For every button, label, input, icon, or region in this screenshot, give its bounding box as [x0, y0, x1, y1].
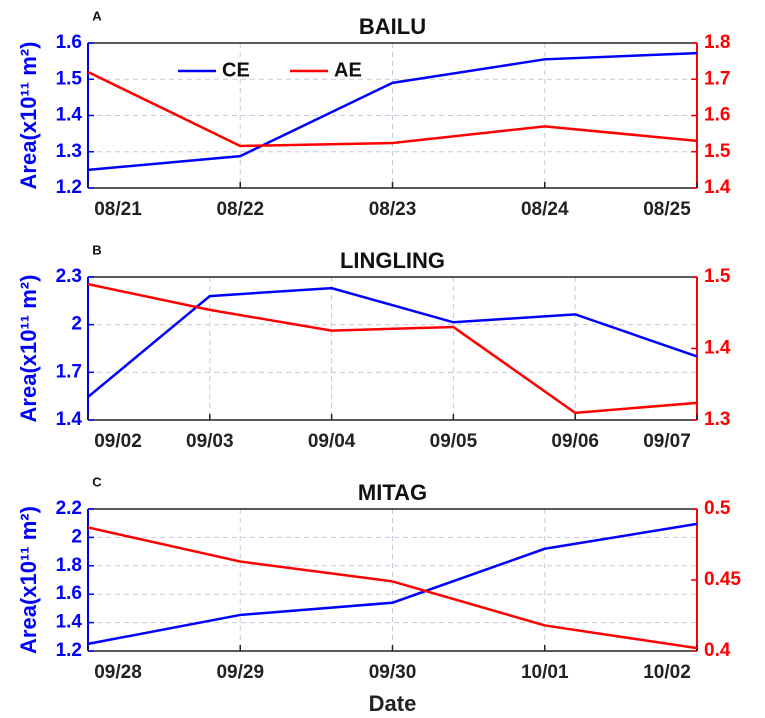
- y-tick-label: 2.3: [56, 266, 82, 287]
- chart-title: BAILU: [359, 14, 426, 39]
- line-series: [87, 70, 698, 148]
- y-tick-label: 1.3: [56, 141, 82, 162]
- y-tick-label: 1.2: [56, 177, 82, 198]
- panel-label: A: [92, 8, 102, 23]
- x-tick-label: 09/02: [94, 431, 142, 452]
- x-tick-label: 09/29: [216, 662, 264, 683]
- panel: 1.4 1.7 2 2.3 1.3 1.4 1.5 09/02 09/03 09/04 09/05 0…: [16, 242, 731, 452]
- x-tick-label: 08/24: [521, 199, 569, 220]
- line-series: [87, 522, 698, 646]
- y2-tick-label: 1.5: [704, 266, 731, 287]
- line-series: [87, 286, 698, 398]
- y-axis-label: Area(x10¹¹ m²): [16, 275, 41, 423]
- y2-tick-label: 0.45: [704, 569, 741, 590]
- y-tick-label: 1.4: [56, 105, 83, 126]
- x-tick-label: 09/30: [369, 662, 417, 683]
- line-series: [87, 51, 698, 172]
- y-tick-label: 1.4: [56, 612, 83, 633]
- y2-tick-label: 1.4: [704, 177, 731, 198]
- x-tick-label: 08/22: [216, 199, 264, 220]
- x-tick-label: 08/21: [94, 199, 142, 220]
- x-tick-label: 09/07: [643, 431, 691, 452]
- y2-tick-label: 1.8: [704, 32, 730, 53]
- y-tick-label: 1.6: [56, 583, 82, 604]
- x-tick-label: 10/02: [643, 662, 691, 683]
- y2-tick-label: 1.6: [704, 105, 730, 126]
- x-tick-label: 10/01: [521, 662, 569, 683]
- x-tick-label: 09/05: [430, 431, 478, 452]
- line-series: [87, 526, 698, 650]
- chart-title: LINGLING: [340, 248, 445, 273]
- x-tick-label: 09/04: [308, 431, 356, 452]
- y-tick-label: 1.2: [56, 640, 82, 661]
- x-tick-label: 08/23: [369, 199, 417, 220]
- panel: 1.2 1.4 1.6 1.8 2 2.2 0.4 0.45 0.5 09/28 09/29 09/3…: [16, 474, 742, 715]
- y-tick-label: 1.6: [56, 32, 82, 53]
- y-tick-label: 2: [71, 314, 82, 335]
- y2-tick-label: 1.3: [704, 409, 730, 430]
- x-tick-label: 08/25: [643, 199, 691, 220]
- panel-label: B: [92, 242, 101, 257]
- x-axis-label: Date: [369, 691, 417, 716]
- y2-tick-label: 0.4: [704, 640, 731, 661]
- y-axis-label: Area(x10¹¹ m²): [16, 506, 41, 654]
- legend-label: CE: [222, 59, 250, 81]
- line-series: [87, 282, 698, 415]
- y2-tick-label: 1.7: [704, 68, 730, 89]
- y2-tick-label: 0.5: [704, 498, 731, 519]
- y-tick-label: 1.4: [56, 409, 83, 430]
- y-tick-label: 1.7: [56, 361, 82, 382]
- y2-tick-label: 1.4: [704, 338, 731, 359]
- x-tick-label: 09/06: [551, 431, 599, 452]
- chart-title: MITAG: [358, 480, 427, 505]
- y-tick-label: 2.2: [56, 498, 82, 519]
- y-tick-label: 1.8: [56, 555, 82, 576]
- y-tick-label: 1.5: [56, 68, 83, 89]
- panel: 1.2 1.3 1.4 1.5 1.6 1.4 1.5 1.6 1.7 1.8 08/21 08/22…: [16, 8, 731, 220]
- x-tick-label: 09/03: [186, 431, 234, 452]
- legend-label: AE: [334, 59, 362, 81]
- y-axis-label: Area(x10¹¹ m²): [16, 42, 41, 190]
- y2-tick-label: 1.5: [704, 141, 731, 162]
- x-tick-label: 09/28: [94, 662, 142, 683]
- panel-label: C: [92, 474, 102, 489]
- y-tick-label: 2: [71, 526, 82, 547]
